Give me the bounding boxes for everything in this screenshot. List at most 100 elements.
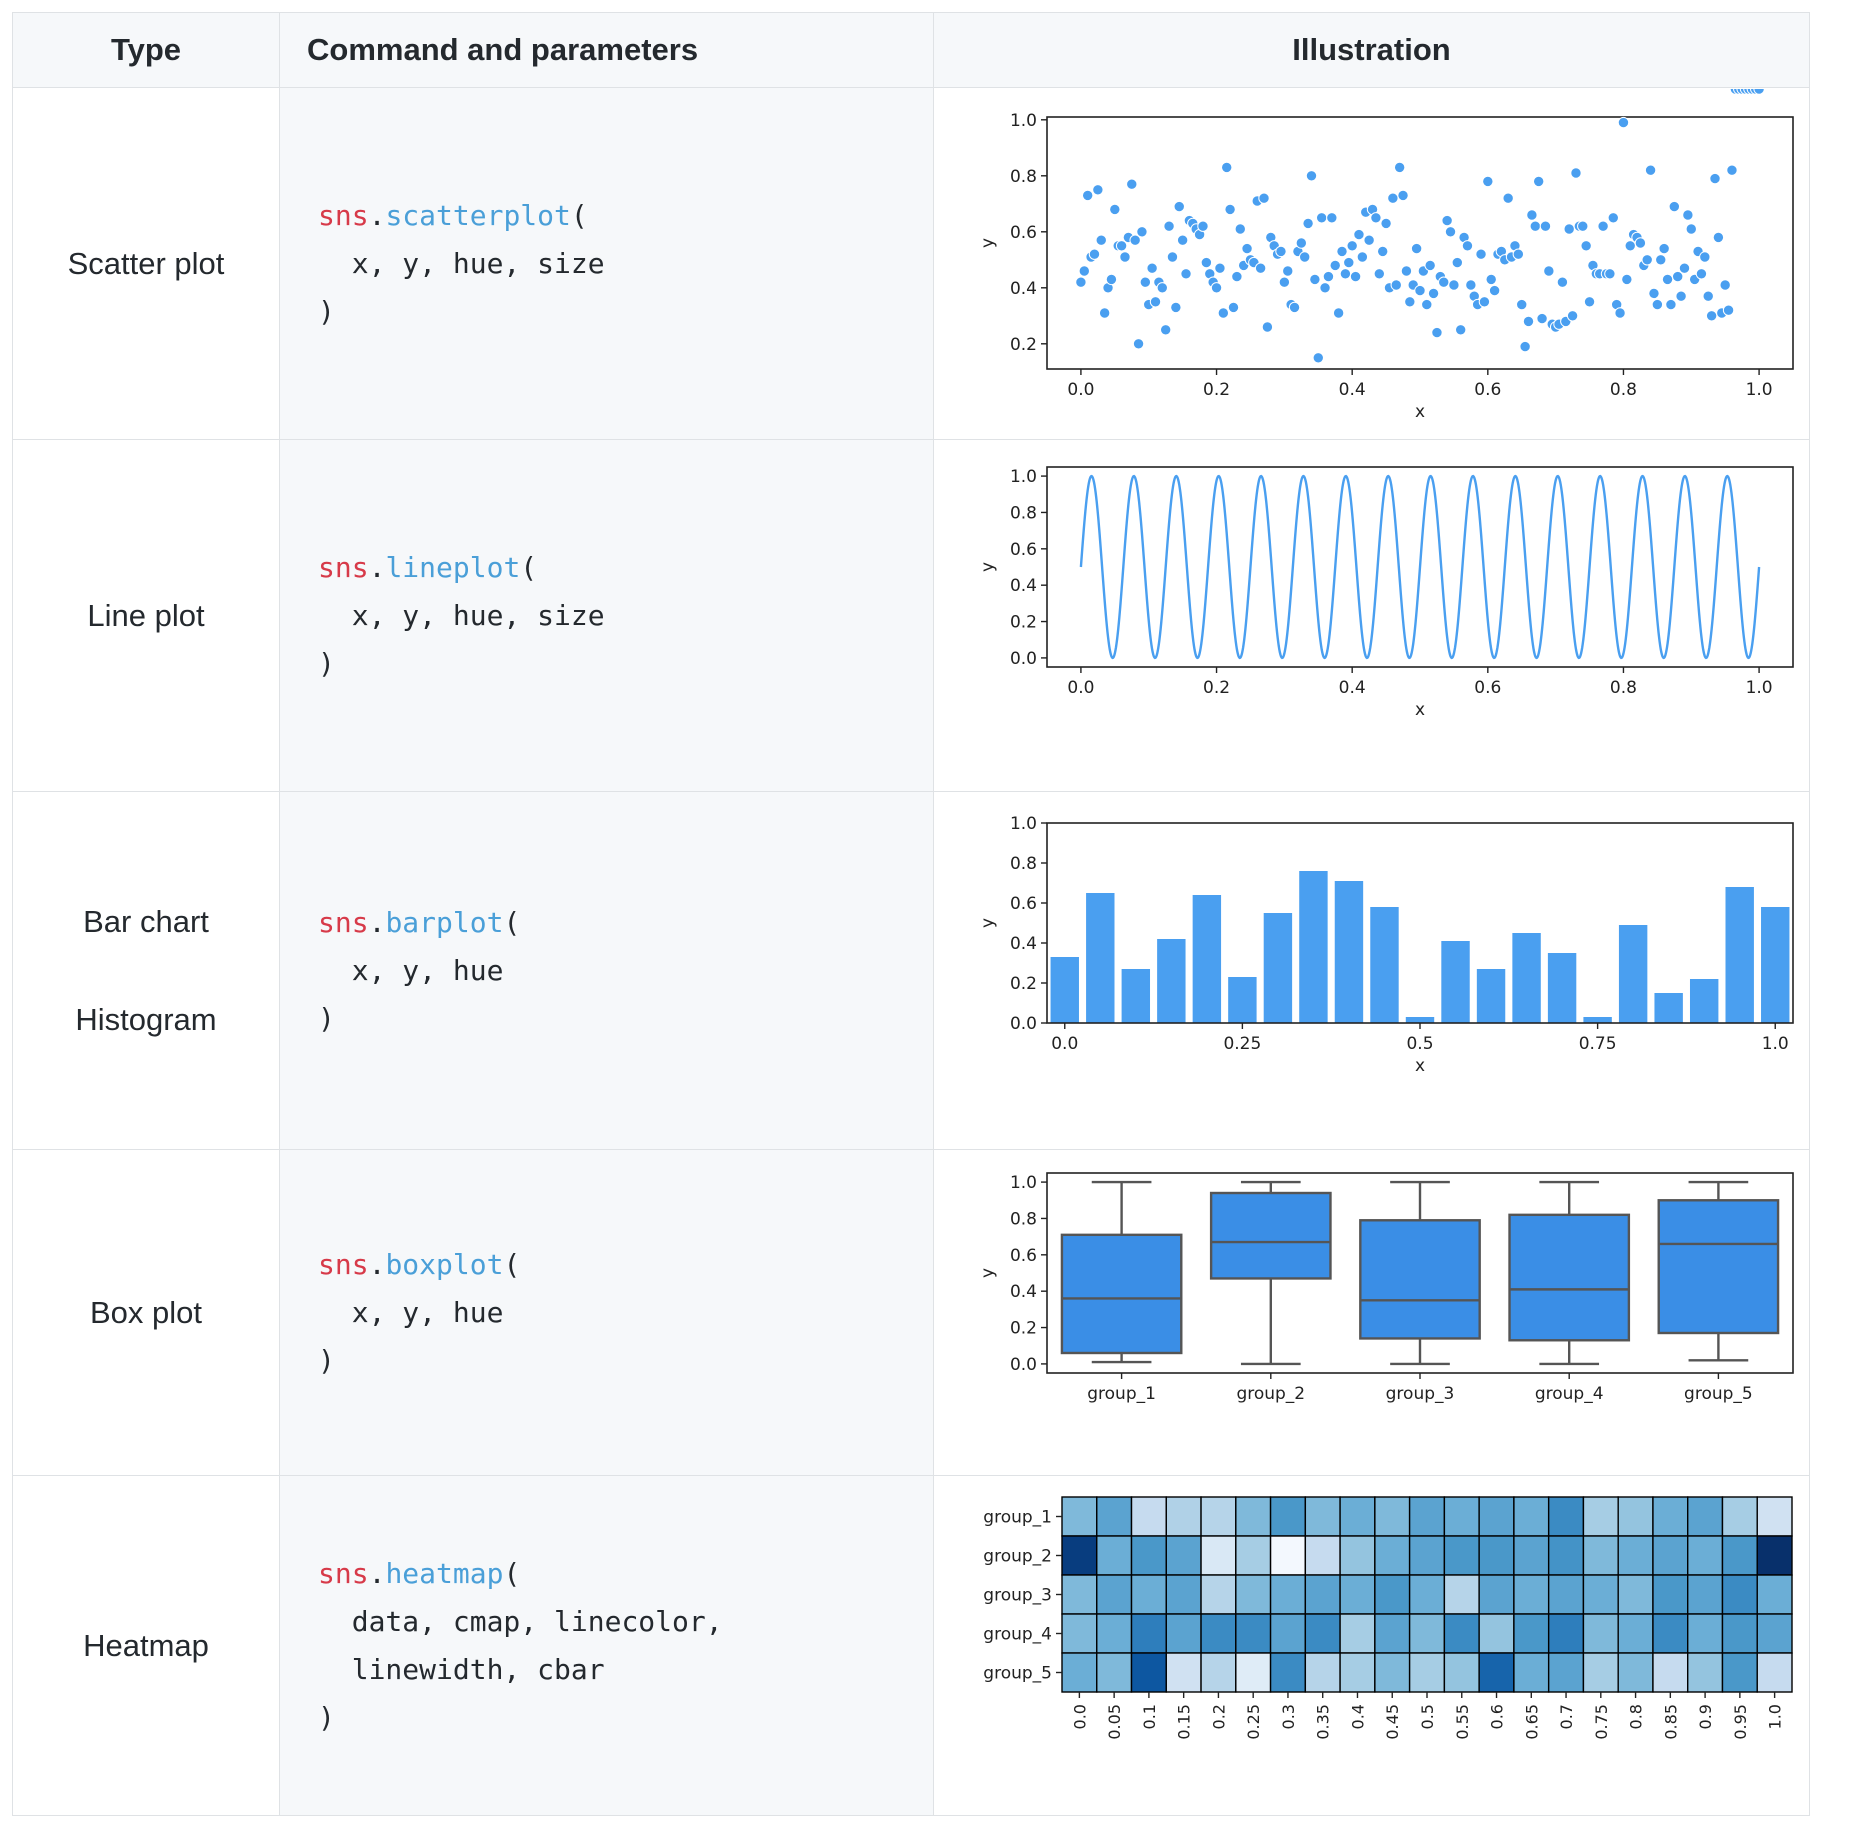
y-tick-label: 0.4	[1010, 1282, 1037, 1302]
scatter-point	[1214, 262, 1226, 274]
type-label: Heatmap	[83, 1627, 209, 1663]
x-tick-label: 0.6	[1488, 1704, 1507, 1729]
header-illustration: Illustration	[933, 12, 1810, 88]
bar	[1334, 880, 1364, 1023]
x-axis-label: x	[1415, 1056, 1425, 1076]
scatter-point	[1332, 306, 1345, 319]
x-tick-label: 0.8	[1610, 380, 1637, 400]
scatter-point	[1353, 228, 1365, 240]
heatmap-cell	[1687, 1651, 1724, 1693]
heatmap-cell	[1200, 1612, 1237, 1654]
y-tick-label: 1.0	[1010, 1173, 1037, 1193]
y-tick-label: 0.8	[1010, 854, 1037, 874]
heatmap-cell	[1582, 1612, 1619, 1654]
heatmap-cell	[1721, 1534, 1758, 1576]
scatter-point	[1339, 267, 1352, 280]
x-tick-label: 0.0	[1067, 380, 1094, 400]
heatmap-cell	[1165, 1573, 1202, 1615]
code-close-line: )	[318, 294, 335, 328]
x-tick-label: 0.9	[1696, 1704, 1715, 1729]
scatter-point	[1380, 217, 1392, 229]
scatter-point	[1726, 164, 1738, 176]
code-module: sns	[318, 1247, 369, 1281]
scatter-point	[1488, 284, 1501, 296]
scatter-point	[1695, 267, 1708, 280]
code-close-line: )	[318, 1001, 335, 1035]
bar	[1547, 952, 1577, 1023]
scatter-point	[1665, 298, 1677, 310]
heatmap-cell	[1408, 1651, 1446, 1693]
scatter-point	[1282, 264, 1294, 277]
heatmap-cell	[1443, 1651, 1480, 1693]
heatmap-cell	[1617, 1651, 1654, 1693]
scatter-point	[1705, 309, 1718, 322]
x-tick-label: 0.85	[1661, 1704, 1680, 1740]
heatmap-cell	[1374, 1573, 1411, 1615]
heatmap-cell	[1061, 1651, 1098, 1693]
scatter-point	[1210, 281, 1223, 294]
heatmap-cell	[1582, 1534, 1619, 1576]
scatter-point	[1126, 178, 1138, 190]
x-tick-label: 1.0	[1746, 678, 1773, 698]
heatmap-cell	[1200, 1495, 1237, 1537]
x-tick-label: group_2	[1236, 1384, 1305, 1404]
illustration-cell: 0.0 0.2 0.4 0.6 0.8 1.0 y group_1 group_2 group_3…	[933, 1149, 1810, 1476]
code-args: x, y, hue	[351, 1295, 504, 1329]
scatter-point	[1299, 250, 1311, 263]
x-tick-label: 0.05	[1105, 1704, 1124, 1740]
scatter-point	[1312, 351, 1324, 363]
heatmap-cell	[1513, 1495, 1550, 1537]
bar	[1370, 906, 1399, 1023]
y-tick-label: group_4	[983, 1624, 1052, 1644]
code-dot: .	[368, 1556, 386, 1590]
scatter-point	[1319, 281, 1331, 294]
heatmap-cell	[1721, 1651, 1758, 1693]
command-cell: sns.lineplot( x, y, hue, size )	[279, 439, 934, 792]
code-line-1: sns.boxplot(	[318, 1241, 933, 1289]
code-dot: .	[368, 550, 386, 584]
bar	[1476, 968, 1506, 1023]
illustration-cell: 0.0 0.2 0.4 0.6 0.8 1.0 y 0.0 0.2 0.4 0.6 0.8 1.0 x	[933, 439, 1810, 792]
x-tick-label: 0.4	[1339, 678, 1366, 698]
scatter-point	[1583, 295, 1596, 308]
heatmap-cell	[1617, 1534, 1654, 1576]
x-tick-label: 0.35	[1314, 1704, 1333, 1740]
x-tick-label: 0.6	[1474, 380, 1501, 400]
header-command: Command and parameters	[279, 12, 934, 88]
scatter-point	[1393, 161, 1406, 173]
y-tick-label: 0.0	[1010, 1354, 1037, 1374]
y-axis-label: y	[978, 917, 998, 927]
illustration-cell: 0.0 0.2 0.4 0.6 0.8 1.0 y 0.0 0.25 0.5 0.75 1.0 x	[933, 791, 1810, 1150]
heatmap-cell	[1061, 1495, 1098, 1537]
heatmap-cell	[1408, 1495, 1446, 1537]
heatmap-cell	[1096, 1651, 1133, 1693]
command-cell: sns.boxplot( x, y, hue )	[279, 1149, 934, 1476]
scatter-point	[1519, 340, 1531, 352]
scatter-point	[1349, 270, 1362, 282]
heatmap-cell	[1235, 1612, 1272, 1654]
scatter-point	[1532, 175, 1545, 187]
scatter-point	[1451, 256, 1463, 268]
heatmap-cell	[1687, 1612, 1724, 1654]
x-tick-label: 1.0	[1746, 380, 1773, 400]
heatmap-cell	[1408, 1534, 1446, 1576]
scatter-point	[1580, 239, 1592, 252]
x-tick-label: 0.95	[1731, 1704, 1750, 1740]
heatmap-cell	[1269, 1573, 1307, 1615]
scatter-point	[1709, 172, 1721, 184]
scatter-point	[1159, 323, 1172, 336]
scatter-point	[1363, 234, 1375, 246]
scatter-point	[1485, 273, 1497, 285]
scatter-point	[1119, 250, 1131, 263]
command-cell: sns.scatterplot( x, y, hue, size )	[279, 87, 934, 440]
scatter-point	[1482, 175, 1494, 187]
illustration-cell: 0.2 0.4 0.6 0.8 1.0 y 0.0 0.2 0.4 0.6 0.8 1.0 x	[933, 87, 1810, 440]
heatmap-cell	[1582, 1573, 1619, 1615]
heatmap-cell	[1096, 1534, 1133, 1576]
code-function: lineplot	[385, 550, 521, 584]
heatmap-cell	[1304, 1612, 1341, 1654]
x-tick-label: group_4	[1535, 1384, 1604, 1404]
illustration-cell: group_1 group_2 group_3 group_4 group_5 0.0 0.…	[933, 1475, 1810, 1816]
x-axis-label: x	[1415, 700, 1425, 720]
scatter-point	[1502, 192, 1514, 204]
